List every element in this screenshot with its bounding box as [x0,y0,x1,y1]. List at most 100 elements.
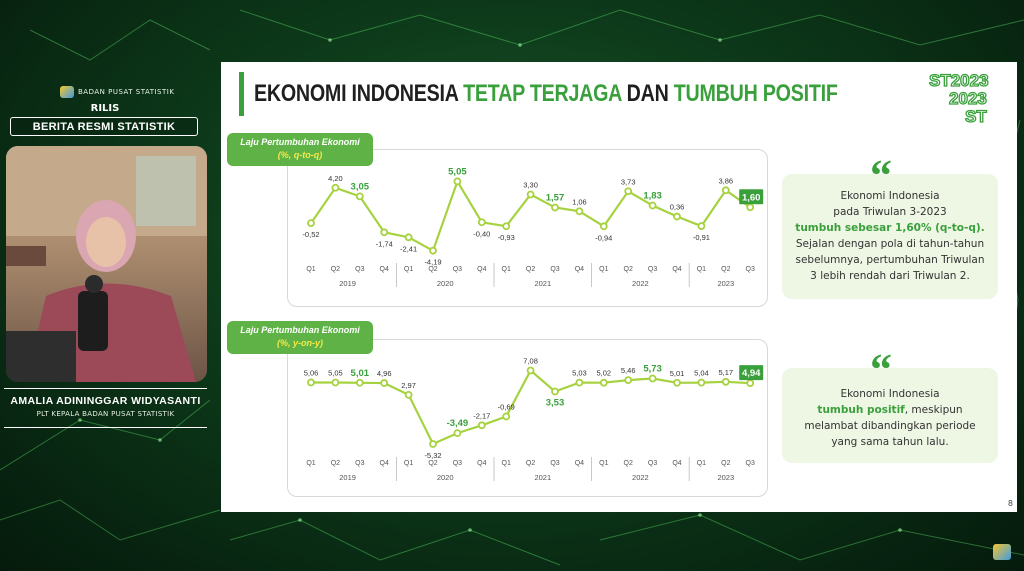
svg-text:ST2023: ST2023 [929,71,989,90]
data-point [551,203,559,212]
data-label: 3,53 [546,398,565,409]
data-point [526,190,535,199]
callout-highlight: tumbuh positif [817,404,905,416]
x-tick-label: Q3 [355,266,364,273]
data-label: 5,04 [694,369,709,378]
yony-label-unit: (%, y-on-y) [277,338,323,348]
x-tick-label: Q4 [672,266,681,273]
x-tick-label: Q1 [697,266,706,273]
data-label: 1,83 [643,191,662,202]
x-tick-label: Q1 [502,460,511,467]
year-label: 2020 [437,473,454,482]
data-point [355,378,364,387]
data-point [746,379,755,388]
data-point [673,212,681,221]
yony-label-title: Laju Pertumbuhan Ekonomi [240,325,360,335]
callout-line: melambat dibandingkan periode [804,420,976,432]
data-point [453,177,462,186]
data-point [599,378,608,387]
data-label: 5,05 [448,166,467,177]
qtoq-callout: Ekonomi Indonesia pada Triwulan 3-2023 t… [782,174,998,299]
data-point [624,187,633,196]
qtoq-chart-box: -0,52 4,20 3,05 -1,74 -2,41 -4,19 5,05 -0,40 -0,… [287,149,768,307]
yony-line-chart: 5,06 5,05 5,01 4,96 2,97 -5,32 -3,49 -2,17 -0,69… [304,356,764,482]
x-tick-label: Q4 [477,266,486,273]
data-label: 3,73 [621,177,636,186]
callout-line: Ekonomi Indonesia [840,190,940,202]
data-point [673,378,681,387]
data-point [331,183,340,192]
data-label: -0,94 [595,233,612,242]
rilis-label: RILIS [90,103,120,114]
title-part-2: TETAP TERJAGA [463,80,622,107]
data-point [404,233,413,242]
data-point [599,222,608,231]
data-point [477,218,486,227]
x-tick-label: Q4 [575,460,584,467]
qtoq-line-chart: -0,52 4,20 3,05 -1,74 -2,41 -4,19 5,05 -0,40 -0,… [302,166,764,288]
data-label: 5,46 [621,366,636,375]
data-label: -3,49 [447,418,469,429]
x-tick-label: Q2 [721,460,730,467]
x-tick-label: Q3 [550,266,559,273]
data-point [307,219,315,228]
data-point [624,376,633,384]
presentation-slide: EKONOMI INDONESIA TETAP TERJAGA DAN TUMB… [221,62,1017,512]
callout-line: Ekonomi Indonesia [840,388,940,400]
data-label: -0,93 [498,233,515,242]
data-label: -2,41 [400,244,417,253]
year-label: 2019 [339,279,356,288]
title-part-3: DAN [621,80,674,107]
x-tick-label: Q3 [355,460,364,467]
data-point [721,377,730,386]
data-label: 5,05 [328,369,343,378]
data-label: 4,96 [377,369,392,378]
callout-line: , meskipun [904,404,963,416]
series-line [311,368,751,446]
title-part-4: TUMBUH POSITIF [673,80,838,107]
data-label: 5,17 [718,368,733,377]
data-point [429,440,437,448]
data-label: -4,19 [424,258,441,267]
data-label: 1,60 [742,192,761,203]
x-tick-label: Q3 [550,460,559,467]
yony-callout: Ekonomi Indonesia tumbuh positif, meskip… [782,368,998,463]
x-tick-label: Q3 [746,266,755,273]
data-label: 1,06 [572,197,587,206]
year-label: 2022 [632,279,649,288]
yony-chart-box: 5,06 5,05 5,01 4,96 2,97 -5,32 -3,49 -2,17 -0,69… [287,339,768,497]
data-label: -0,69 [498,403,515,412]
x-tick-label: Q4 [575,266,584,273]
speaker-video [6,146,207,382]
x-tick-label: Q4 [477,460,486,467]
x-tick-label: Q2 [428,266,437,273]
bps-logo: BADAN PUSAT STATISTIK [60,86,174,98]
x-tick-label: Q2 [526,266,535,273]
year-label: 2023 [717,473,734,482]
data-point [551,387,559,396]
x-tick-label: Q1 [502,266,511,273]
data-label: 4,94 [742,368,761,379]
year-label: 2023 [717,279,734,288]
yony-chart-label: Laju Pertumbuhan Ekonomi (%, y-on-y) [227,321,373,354]
title-accent-bar [239,72,244,116]
x-tick-label: Q3 [648,460,657,467]
year-label: 2019 [339,473,356,482]
data-point [477,421,486,430]
data-point [697,222,706,230]
qtoq-chart-label: Laju Pertumbuhan Ekonomi (%, q-to-q) [227,133,373,166]
data-label: -5,32 [424,451,441,460]
callout-line: Sejalan dengan pola di tahun-tahun [795,238,985,250]
program-title: BERITA RESMI STATISTIK [10,117,198,136]
data-point [429,246,437,255]
x-tick-label: Q2 [624,266,633,273]
x-tick-label: Q3 [453,266,462,273]
st2023-brand-logo: ST2023 2023 ST [928,70,989,124]
qtoq-label-title: Laju Pertumbuhan Ekonomi [240,137,360,147]
speaker-name: AMALIA ADININGGAR WIDYASANTI [10,395,201,407]
data-label: 3,86 [718,176,733,185]
x-tick-label: Q1 [306,460,315,467]
data-point [648,201,657,210]
x-tick-label: Q4 [672,460,681,467]
callout-line: sebelumnya, pertumbuhan Triwulan [795,254,985,266]
